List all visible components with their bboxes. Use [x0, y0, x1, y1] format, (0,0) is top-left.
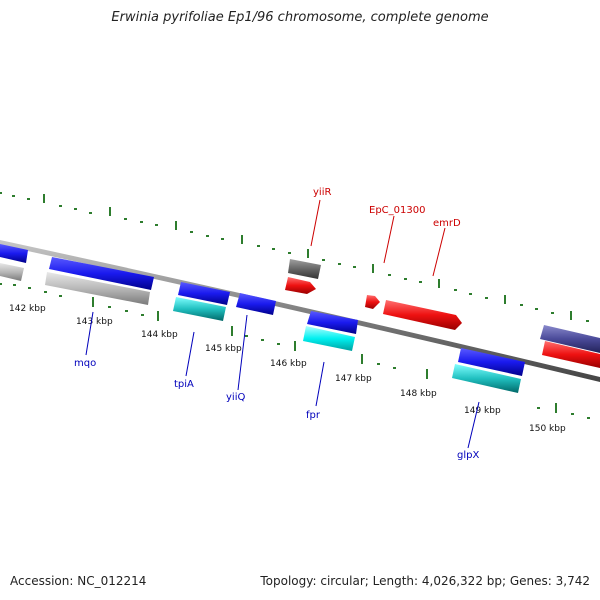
gene-block: [303, 326, 355, 351]
inner-tick-ring: [0, 283, 590, 419]
gene-label-yiiq: yiiQ: [226, 392, 245, 403]
kbp-label: 147 kbp: [335, 374, 372, 384]
kbp-label: 142 kbp: [9, 304, 46, 314]
leader-line: [237, 314, 248, 391]
gene-block: [458, 348, 525, 376]
kbp-label: 144 kbp: [141, 330, 178, 340]
gene-block: [542, 341, 600, 368]
leader-line: [85, 311, 94, 356]
gene-block: [0, 263, 24, 281]
gene-block: [365, 295, 380, 309]
kbp-label: 150 kbp: [529, 424, 566, 434]
leader-line: [315, 361, 325, 407]
leader-line: [310, 199, 321, 247]
outer-tick-ring: [0, 192, 589, 322]
kbp-label: 148 kbp: [400, 389, 437, 399]
gene-label-tpia: tpiA: [174, 379, 194, 390]
gene-label-mqo: mqo: [74, 358, 96, 369]
gene-block: [236, 293, 276, 315]
gene-block: [307, 311, 358, 334]
leader-line: [467, 401, 480, 449]
topology-text: Topology: circular; Length: 4,026,322 bp…: [260, 574, 590, 588]
kbp-label: 146 kbp: [270, 359, 307, 369]
gene-block: [288, 259, 321, 279]
gene-label-fpr: fpr: [306, 410, 321, 421]
backbone: [0, 240, 600, 382]
gene-label-yiir: yiiR: [313, 187, 331, 198]
kbp-label: 145 kbp: [205, 344, 242, 354]
gene-label-epc-01300: EpC_01300: [369, 205, 425, 216]
kbp-label: 149 kbp: [464, 406, 501, 416]
gene-block: [540, 325, 600, 353]
leader-line: [432, 227, 446, 277]
gene-block: [452, 364, 521, 393]
gene-label-emrd: emrD: [433, 218, 461, 229]
gene-block: [0, 244, 28, 263]
leader-line: [185, 331, 195, 377]
kbp-label: 143 kbp: [76, 317, 113, 327]
map-title: Erwinia pyrifoliae Ep1/96 chromosome, co…: [111, 10, 489, 25]
gene-block: [173, 297, 226, 321]
gene-label-glpx: glpX: [457, 450, 479, 461]
gene-block: [285, 277, 316, 294]
accession-text: Accession: NC_012214: [10, 574, 147, 588]
gene-block: [49, 257, 154, 290]
gene-block: [178, 282, 230, 305]
gene-block: [45, 272, 150, 305]
gene-block: [383, 300, 462, 330]
leader-line: [383, 215, 395, 264]
